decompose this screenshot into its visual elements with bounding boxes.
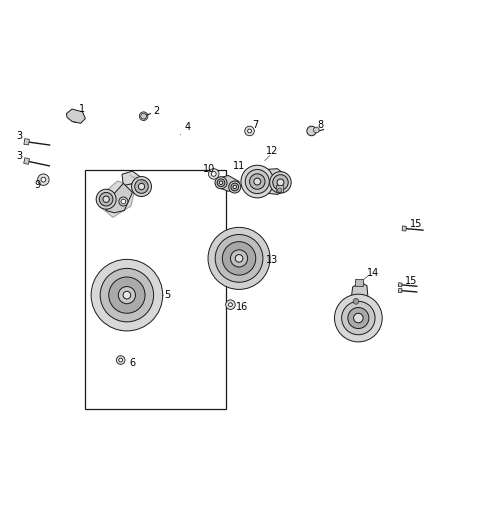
Circle shape — [348, 308, 369, 329]
Circle shape — [354, 313, 363, 323]
Circle shape — [353, 298, 359, 304]
Polygon shape — [24, 139, 29, 145]
Circle shape — [142, 114, 145, 118]
Text: 15: 15 — [405, 276, 417, 286]
Circle shape — [132, 177, 152, 197]
Circle shape — [139, 112, 148, 120]
Circle shape — [335, 294, 382, 342]
Circle shape — [307, 126, 316, 136]
Text: 2: 2 — [154, 106, 160, 116]
Text: 8: 8 — [317, 120, 323, 130]
Circle shape — [277, 188, 282, 193]
Text: 7: 7 — [252, 120, 258, 130]
Text: 9: 9 — [34, 180, 40, 190]
Polygon shape — [402, 226, 406, 231]
Circle shape — [100, 268, 154, 322]
Circle shape — [235, 254, 243, 262]
Circle shape — [99, 193, 113, 206]
Text: 11: 11 — [233, 161, 245, 172]
Polygon shape — [122, 171, 149, 191]
Text: 6: 6 — [130, 358, 136, 368]
Circle shape — [103, 196, 109, 202]
Circle shape — [37, 174, 49, 185]
Text: 1: 1 — [79, 104, 84, 114]
Text: 16: 16 — [236, 302, 249, 312]
Circle shape — [96, 189, 116, 209]
Text: 10: 10 — [203, 164, 215, 174]
Circle shape — [245, 169, 269, 194]
Circle shape — [241, 165, 274, 198]
Text: 12: 12 — [266, 146, 278, 156]
Circle shape — [138, 183, 144, 189]
Circle shape — [121, 199, 126, 204]
Circle shape — [248, 129, 252, 133]
Circle shape — [254, 178, 261, 185]
Circle shape — [313, 127, 319, 133]
Polygon shape — [243, 168, 288, 195]
Circle shape — [73, 115, 79, 120]
Circle shape — [41, 177, 46, 182]
Text: 15: 15 — [410, 219, 423, 228]
Polygon shape — [99, 181, 136, 218]
Text: 5: 5 — [164, 290, 170, 300]
Text: 13: 13 — [266, 255, 278, 265]
Polygon shape — [351, 282, 368, 306]
Circle shape — [123, 291, 131, 299]
Circle shape — [342, 302, 375, 335]
Polygon shape — [24, 158, 29, 164]
Circle shape — [222, 242, 256, 275]
Circle shape — [233, 185, 237, 189]
Circle shape — [135, 180, 148, 194]
Circle shape — [71, 113, 81, 122]
Circle shape — [208, 168, 219, 179]
Circle shape — [219, 181, 223, 184]
Circle shape — [91, 260, 163, 331]
Circle shape — [141, 113, 146, 119]
Circle shape — [215, 234, 263, 282]
Circle shape — [208, 227, 270, 289]
Polygon shape — [398, 283, 402, 287]
Circle shape — [211, 172, 216, 176]
Bar — [276, 184, 283, 193]
Circle shape — [270, 172, 291, 193]
Polygon shape — [217, 176, 239, 191]
Text: 14: 14 — [367, 268, 379, 278]
Circle shape — [109, 277, 145, 313]
Circle shape — [273, 175, 288, 190]
Circle shape — [229, 181, 241, 193]
Polygon shape — [398, 288, 402, 292]
Circle shape — [119, 197, 128, 206]
Text: 3: 3 — [16, 131, 22, 141]
Circle shape — [231, 183, 239, 191]
Circle shape — [217, 179, 225, 186]
Circle shape — [116, 356, 125, 365]
Circle shape — [250, 174, 265, 189]
Polygon shape — [106, 183, 132, 213]
Circle shape — [226, 300, 235, 309]
Circle shape — [228, 303, 232, 307]
Bar — [85, 170, 226, 409]
Circle shape — [277, 179, 284, 186]
Circle shape — [119, 358, 122, 362]
Circle shape — [230, 250, 248, 267]
Polygon shape — [66, 109, 85, 123]
Bar — [355, 279, 363, 286]
Text: 4: 4 — [184, 122, 191, 132]
Circle shape — [118, 287, 135, 304]
Text: 3: 3 — [16, 151, 22, 161]
Circle shape — [245, 126, 254, 136]
Circle shape — [215, 177, 227, 189]
